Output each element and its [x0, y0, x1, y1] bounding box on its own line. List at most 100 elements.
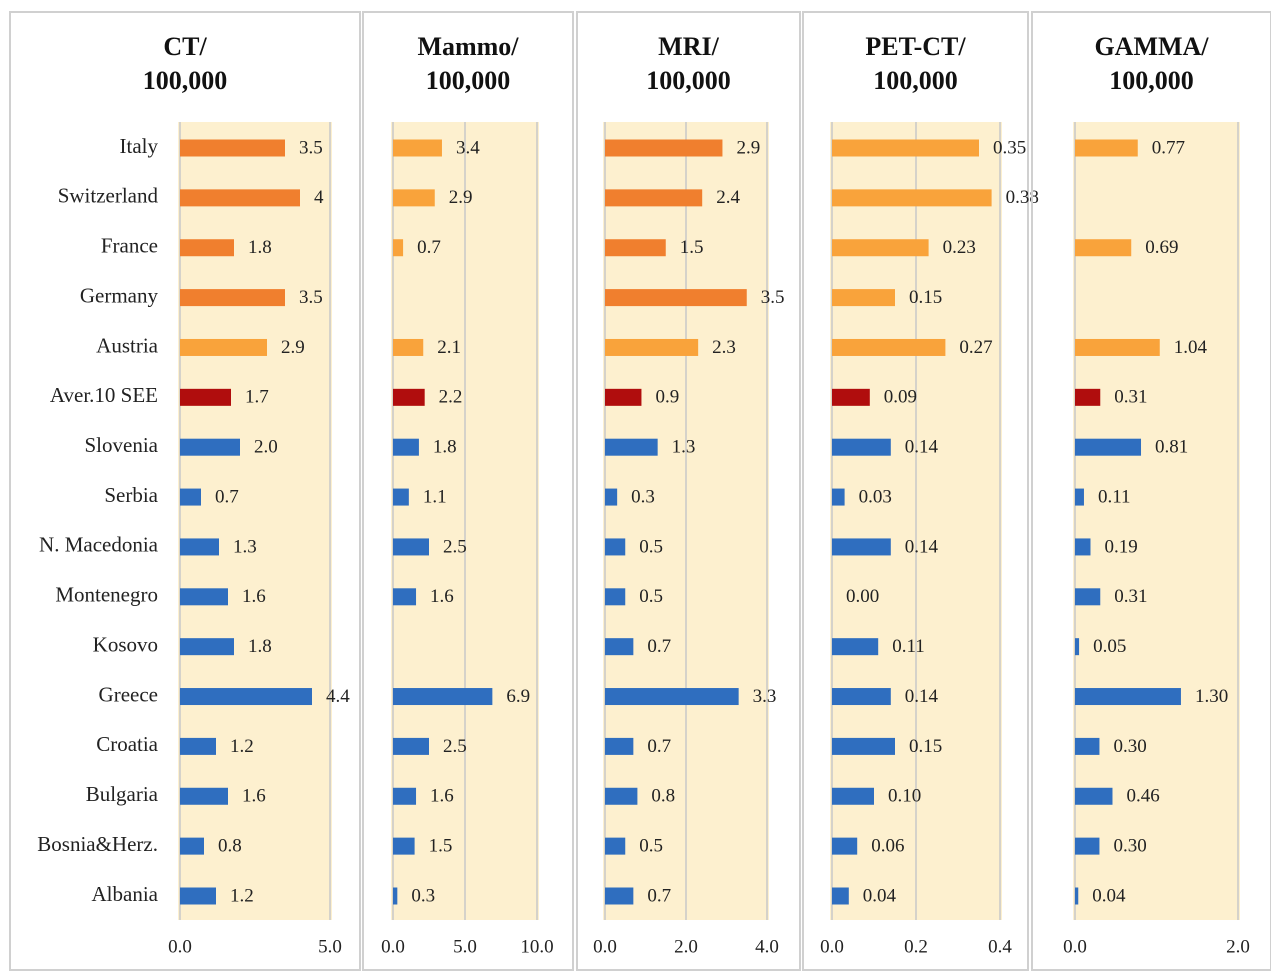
x-tick-label: 0.0 — [168, 936, 192, 957]
bar — [1075, 388, 1101, 406]
y-tick-label: Bulgaria — [86, 782, 159, 806]
bar — [832, 189, 992, 207]
value-label: 0.00 — [846, 586, 879, 607]
bar — [832, 688, 891, 706]
value-label: 0.3 — [631, 486, 655, 507]
x-tick-label: 0.2 — [904, 936, 928, 957]
value-label: 0.46 — [1126, 786, 1159, 807]
value-label: 1.6 — [430, 786, 454, 807]
bar — [605, 638, 634, 656]
bar — [180, 837, 204, 855]
value-label: 1.5 — [680, 237, 704, 258]
bar — [832, 538, 891, 556]
bar — [180, 787, 228, 805]
bar — [832, 239, 929, 257]
x-tick-label: 5.0 — [318, 936, 342, 957]
bar — [605, 787, 638, 805]
x-tick-label: 2.0 — [674, 936, 698, 957]
bar — [605, 688, 739, 706]
bar — [1075, 737, 1100, 755]
bar — [180, 887, 216, 905]
bar — [393, 488, 409, 506]
value-label: 0.11 — [1098, 486, 1131, 507]
bar — [180, 239, 234, 257]
bar — [832, 289, 895, 307]
y-tick-label: Albania — [92, 882, 159, 906]
bar — [393, 189, 435, 207]
bar — [1075, 538, 1091, 556]
value-label: 1.6 — [242, 586, 266, 607]
bar — [605, 538, 626, 556]
y-tick-label: Montenegro — [55, 583, 158, 607]
value-label: 3.4 — [456, 137, 480, 158]
bar — [393, 787, 417, 805]
value-label: 0.5 — [639, 536, 663, 557]
bar — [832, 787, 874, 805]
bar — [605, 837, 626, 855]
value-label: 3.5 — [299, 287, 323, 308]
panel-frame — [1031, 11, 1271, 971]
bar — [605, 438, 658, 456]
value-label: 0.10 — [888, 786, 921, 807]
value-label: 0.05 — [1093, 636, 1126, 657]
value-label: 0.8 — [651, 786, 675, 807]
y-tick-label: Switzerland — [58, 184, 159, 208]
bar — [1075, 787, 1113, 805]
value-label: 4.4 — [326, 686, 350, 707]
value-label: 1.5 — [429, 835, 453, 856]
bar — [605, 488, 618, 506]
y-tick-label: N. Macedonia — [39, 533, 159, 557]
bar — [605, 887, 634, 905]
bar — [393, 837, 415, 855]
bar — [832, 837, 858, 855]
bar — [832, 737, 895, 755]
panel-frame — [362, 11, 574, 971]
value-label: 2.9 — [736, 137, 760, 158]
bar — [605, 189, 703, 207]
bar — [1075, 837, 1100, 855]
value-label: 0.9 — [655, 387, 679, 408]
value-label: 2.4 — [716, 187, 740, 208]
bar — [832, 139, 979, 157]
value-label: 0.15 — [909, 287, 942, 308]
value-label: 0.81 — [1155, 437, 1188, 458]
value-label: 0.35 — [993, 137, 1026, 158]
x-tick-label: 2.0 — [1226, 936, 1250, 957]
x-tick-label: 0.0 — [820, 936, 844, 957]
bar — [832, 438, 891, 456]
bar — [180, 189, 300, 207]
value-label: 2.5 — [443, 736, 467, 757]
bar — [180, 388, 231, 406]
value-label: 2.9 — [281, 337, 305, 358]
bar — [605, 737, 634, 755]
bar — [393, 688, 493, 706]
value-label: 1.8 — [433, 437, 457, 458]
value-label: 2.5 — [443, 536, 467, 557]
bar — [393, 239, 404, 257]
value-label: 1.04 — [1174, 337, 1208, 358]
bar — [832, 388, 870, 406]
bar — [832, 488, 845, 506]
bar — [180, 638, 234, 656]
y-tick-label: Kosovo — [93, 632, 158, 656]
y-tick-label: Serbia — [104, 483, 158, 507]
y-tick-label: Italy — [120, 134, 159, 158]
value-label: 0.14 — [905, 686, 939, 707]
value-label: 0.11 — [892, 636, 925, 657]
panel-title: Mammo/ 100,000 — [417, 32, 519, 95]
value-label: 0.30 — [1113, 835, 1146, 856]
x-tick-label: 0.0 — [381, 936, 405, 957]
value-label: 0.77 — [1152, 137, 1185, 158]
value-label: 0.3 — [411, 885, 435, 906]
value-label: 0.7 — [647, 736, 671, 757]
bar — [605, 388, 642, 406]
panel-title: CT/ 100,000 — [142, 32, 228, 95]
y-tick-label: France — [101, 234, 158, 258]
panel-frame — [9, 11, 361, 971]
bar — [605, 338, 699, 356]
x-tick-label: 0.0 — [593, 936, 617, 957]
bar — [180, 289, 285, 307]
value-label: 0.7 — [647, 885, 671, 906]
bar — [1075, 239, 1132, 257]
